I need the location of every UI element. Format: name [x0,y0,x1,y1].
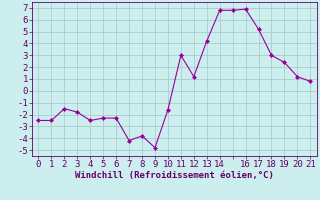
X-axis label: Windchill (Refroidissement éolien,°C): Windchill (Refroidissement éolien,°C) [75,171,274,180]
